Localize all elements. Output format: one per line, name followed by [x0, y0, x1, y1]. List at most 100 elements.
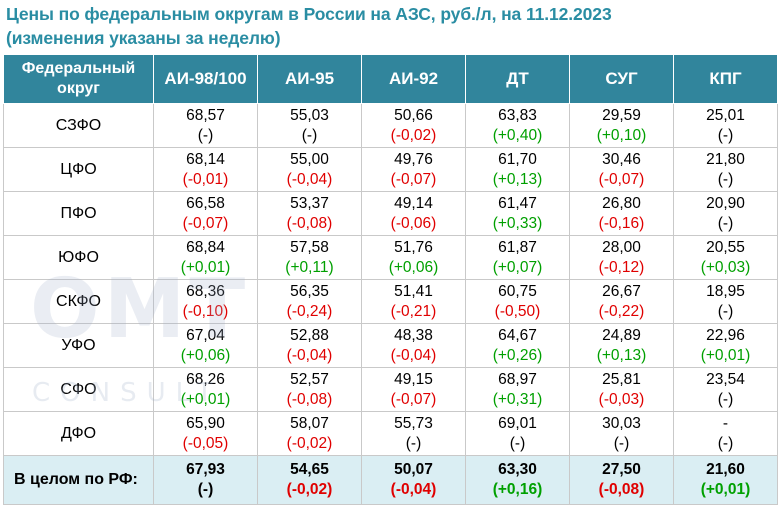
column-header-ai92: АИ-92 [361, 54, 466, 104]
price-value: 30,03 [602, 414, 641, 432]
price-value: 49,14 [394, 194, 433, 212]
price-cell: 53,37 (-0,08) [257, 191, 362, 236]
price-change: (-0,02) [390, 126, 437, 144]
column-header-ai95: АИ-95 [257, 54, 362, 104]
price-value: 68,97 [498, 370, 537, 388]
price-value: 61,87 [498, 238, 537, 256]
price-change: (+0,07) [492, 258, 543, 276]
price-change: (-0,02) [286, 481, 333, 498]
price-value: 67,93 [186, 461, 225, 478]
column-header-region-line1: Федеральный [21, 60, 136, 77]
price-cell: 55,03 (-) [257, 103, 362, 148]
price-value: 69,01 [498, 414, 537, 432]
price-change: (+0,13) [492, 170, 543, 188]
price-cell: 57,58 (+0,11) [257, 235, 362, 280]
price-change: (-0,10) [182, 302, 229, 320]
price-value: 56,35 [290, 282, 329, 300]
price-change: (+0,26) [492, 346, 543, 364]
price-cell: 63,83 (+0,40) [465, 103, 570, 148]
title-line-2: (изменения указаны за неделю) [6, 28, 281, 48]
table-row: УФО 67,04 (+0,06) 52,88 (-0,04) 48,38 (-0,04) 6… [3, 323, 778, 368]
price-change: (-0,22) [598, 302, 645, 320]
price-change: (-0,04) [390, 346, 437, 364]
table-header-row: Федеральный округ АИ-98/100 АИ-95 АИ-92 … [3, 54, 778, 104]
table-row: СЗФО 68,57 (-) 55,03 (-) 50,66 (-0,02) 63,83 (+0… [3, 103, 778, 148]
price-value: - [722, 414, 729, 432]
price-value: 50,66 [394, 106, 433, 124]
price-cell: 64,67 (+0,26) [465, 323, 570, 368]
table-row: ДФО 65,90 (-0,05) 58,07 (-0,02) 55,73 (-) 69,01… [3, 411, 778, 456]
price-value: 52,57 [290, 370, 329, 388]
column-header-kpg: КПГ [673, 54, 778, 104]
price-value: 55,03 [290, 106, 329, 124]
price-value: 68,14 [186, 150, 225, 168]
price-cell: 30,03 (-) [569, 411, 674, 456]
price-cell: 50,66 (-0,02) [361, 103, 466, 148]
price-value: 25,01 [706, 106, 745, 124]
price-change: (-0,07) [598, 170, 645, 188]
price-change: (-0,04) [286, 346, 333, 364]
table-row: СКФО 68,36 (-0,10) 56,35 (-0,24) 51,41 (-0,21)… [3, 279, 778, 324]
price-change: (+0,01) [180, 258, 231, 276]
price-change: (-0,16) [598, 214, 645, 232]
price-value: 68,57 [186, 106, 225, 124]
column-header-region: Федеральный округ [3, 54, 154, 104]
price-cell: 68,36 (-0,10) [153, 279, 258, 324]
price-change: (-0,07) [390, 390, 437, 408]
price-change: (-) [717, 170, 734, 188]
price-change: (-0,02) [286, 434, 333, 452]
price-cell: 28,00 (-0,12) [569, 235, 674, 280]
price-cell: 61,47 (+0,33) [465, 191, 570, 236]
price-cell: 54,65 (-0,02) [257, 455, 362, 505]
price-change: (-) [509, 434, 526, 452]
price-change: (+0,10) [596, 126, 647, 144]
price-cell: 52,57 (-0,08) [257, 367, 362, 412]
column-header-dt: ДТ [465, 54, 570, 104]
price-value: 58,07 [290, 414, 329, 432]
region-cell: ЦФО [3, 147, 154, 192]
price-change: (-) [613, 434, 630, 452]
price-value: 53,37 [290, 194, 329, 212]
price-change: (-0,06) [390, 214, 437, 232]
table-row: СФО 68,26 (+0,01) 52,57 (-0,08) 49,15 (-0,07) 6… [3, 367, 778, 412]
price-cell: 56,35 (-0,24) [257, 279, 362, 324]
price-cell: 23,54 (-) [673, 367, 778, 412]
price-value: 55,00 [290, 150, 329, 168]
price-value: 52,88 [290, 326, 329, 344]
page-title: Цены по федеральным округам в России на … [6, 2, 612, 50]
price-change: (-) [717, 214, 734, 232]
price-value: 65,90 [186, 414, 225, 432]
price-value: 68,36 [186, 282, 225, 300]
region-cell: ЮФО [3, 235, 154, 280]
price-cell: 20,55 (+0,03) [673, 235, 778, 280]
table-row: ПФО 66,58 (-0,07) 53,37 (-0,08) 49,14 (-0,06) 6… [3, 191, 778, 236]
table-row: ЦФО 68,14 (-0,01) 55,00 (-0,04) 49,76 (-0,07) 6… [3, 147, 778, 192]
price-value: 27,50 [602, 461, 641, 478]
fuel-price-table: Федеральный округ АИ-98/100 АИ-95 АИ-92 … [3, 54, 778, 505]
price-cell: 30,46 (-0,07) [569, 147, 674, 192]
price-cell: 48,38 (-0,04) [361, 323, 466, 368]
price-cell: 27,50 (-0,08) [569, 455, 674, 505]
price-cell: 68,57 (-) [153, 103, 258, 148]
table-total-row: В целом по РФ: 67,93 (-) 54,65 (-0,02) 50,07 (… [3, 455, 778, 505]
price-cell: 51,41 (-0,21) [361, 279, 466, 324]
price-cell: 26,80 (-0,16) [569, 191, 674, 236]
price-cell: 25,81 (-0,03) [569, 367, 674, 412]
price-value: 23,54 [706, 370, 745, 388]
price-value: 61,70 [498, 150, 537, 168]
title-line-1: Цены по федеральным округам в России на … [6, 4, 612, 24]
price-value: 30,46 [602, 150, 641, 168]
price-change: (-) [301, 126, 318, 144]
price-change: (-) [717, 302, 734, 320]
price-value: 54,65 [290, 461, 329, 478]
price-cell: 68,84 (+0,01) [153, 235, 258, 280]
price-value: 51,76 [394, 238, 433, 256]
price-cell: 25,01 (-) [673, 103, 778, 148]
price-cell: 49,15 (-0,07) [361, 367, 466, 412]
price-cell: 61,70 (+0,13) [465, 147, 570, 192]
price-value: 57,58 [290, 238, 329, 256]
price-change: (+0,03) [700, 258, 751, 276]
price-cell: 60,75 (-0,50) [465, 279, 570, 324]
price-change: (-0,05) [182, 434, 229, 452]
column-header-sug: СУГ [569, 54, 674, 104]
